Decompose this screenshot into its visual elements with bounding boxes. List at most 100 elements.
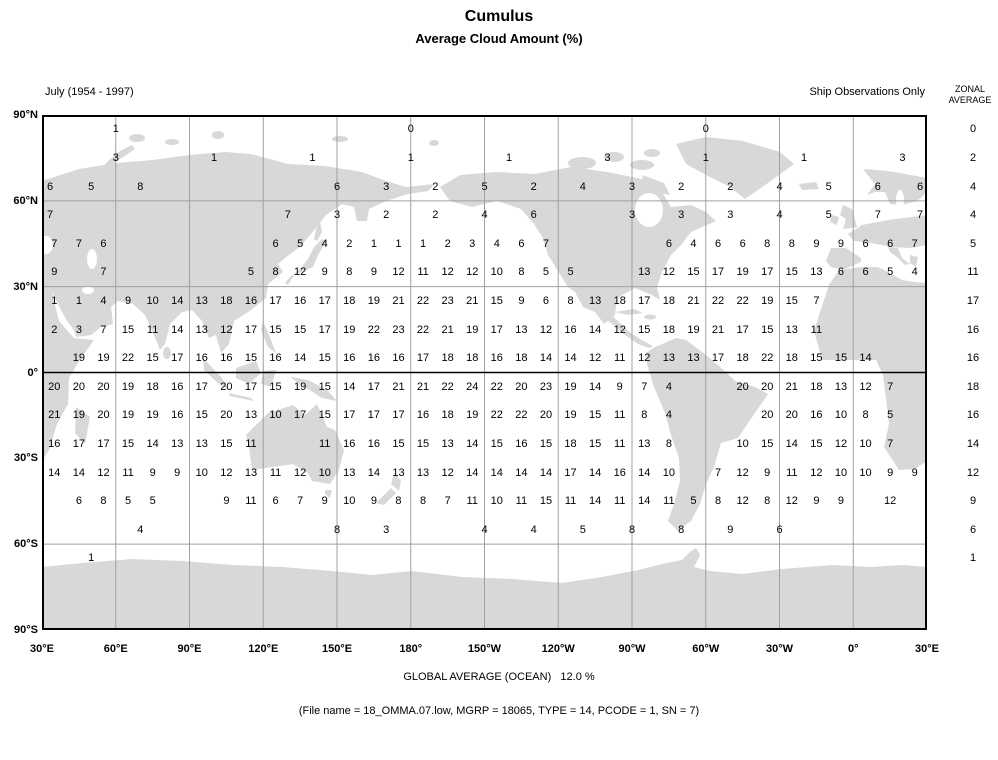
period-label: July (1954 - 1997) (45, 86, 134, 98)
grid-value: 7 (75, 237, 82, 250)
grid-value: 21 (711, 323, 725, 336)
grid-value: 14 (466, 466, 479, 479)
grid-value: 10 (859, 438, 872, 451)
grid-value: 3 (469, 237, 476, 250)
grid-value: 8 (567, 294, 574, 307)
grid-value: 13 (171, 438, 184, 451)
grid-value: 3 (383, 523, 390, 536)
grid-value: 12 (785, 495, 798, 508)
grid-value: 1 (51, 294, 58, 307)
grid-value: 13 (441, 438, 454, 451)
grid-value: 19 (466, 323, 479, 336)
grid-value: 7 (542, 237, 550, 250)
grid-value: 9 (837, 495, 845, 508)
grid-value: 10 (318, 466, 331, 479)
grid-value: 19 (367, 294, 380, 307)
grid-value: 15 (121, 323, 135, 336)
grid-value: 18 (441, 352, 454, 365)
grid-value: 12 (392, 266, 405, 279)
x-axis-tick-label: 120°E (248, 643, 279, 655)
zonal-average-value: 1 (969, 552, 977, 565)
grid-value: 10 (490, 266, 503, 279)
y-axis-tick-label: 90°N (13, 109, 38, 121)
grid-value: 6 (530, 209, 537, 222)
grid-value: 7 (887, 438, 894, 451)
zonal-average-value: 14 (966, 438, 980, 451)
grid-value: 8 (137, 180, 144, 193)
grid-value: 14 (638, 495, 651, 508)
grid-value: 9 (764, 466, 771, 479)
grid-value: 8 (862, 409, 869, 422)
grid-value: 12 (736, 495, 749, 508)
grid-value: 5 (124, 495, 132, 508)
grid-value: 10 (343, 495, 356, 508)
grid-value: 13 (589, 294, 602, 307)
grid-value: 1 (88, 552, 95, 565)
grid-value: 1 (395, 237, 402, 250)
grid-value: 7 (51, 237, 58, 250)
grid-value: 15 (638, 323, 651, 336)
grid-value: 20 (220, 409, 233, 422)
x-axis-tick-label: 90°E (177, 643, 202, 655)
grid-value: 12 (834, 438, 848, 451)
grid-value: 10 (859, 466, 872, 479)
grid-value: 12 (220, 466, 233, 479)
grid-value: 3 (75, 323, 82, 336)
y-axis-tick-label: 0° (27, 366, 38, 379)
grid-value: 5 (579, 523, 586, 536)
grid-value: 21 (392, 380, 405, 393)
grid-value: 8 (333, 523, 341, 536)
grid-value: 9 (911, 466, 918, 479)
grid-value: 19 (121, 409, 135, 422)
grid-value: 17 (638, 294, 651, 307)
grid-value: 16 (613, 466, 626, 479)
grid-value: 13 (195, 323, 208, 336)
grid-value: 3 (383, 180, 390, 193)
grid-value: 22 (367, 323, 380, 336)
grid-value: 5 (690, 495, 697, 508)
grid-value: 11 (786, 466, 798, 479)
grid-value: 5 (88, 180, 95, 193)
grid-value: 8 (788, 237, 795, 250)
grid-value: 19 (466, 409, 479, 422)
grid-value: 15 (416, 438, 430, 451)
grid-value: 15 (269, 380, 282, 393)
zonal-average-value: 5 (969, 237, 977, 250)
grid-value: 15 (121, 438, 135, 451)
grid-value: 17 (318, 323, 331, 336)
grid-value: 20 (72, 380, 85, 393)
grid-value: 15 (318, 352, 331, 365)
x-axis-tick-label: 180° (399, 643, 423, 655)
grid-value: 4 (481, 209, 488, 222)
y-axis-tick-label: 90°S (14, 624, 38, 636)
grid-value: 15 (195, 409, 208, 422)
y-axis-tick-label: 60°N (13, 194, 38, 207)
grid-value: 16 (515, 438, 528, 451)
grid-value: 13 (638, 266, 651, 279)
grid-value: 13 (785, 323, 798, 336)
grid-value: 4 (100, 294, 107, 307)
grid-value: 13 (638, 438, 651, 451)
grid-value: 9 (813, 237, 820, 250)
grid-value: 20 (97, 380, 110, 393)
grid-value: 6 (75, 495, 82, 508)
grid-value: 5 (297, 237, 304, 250)
grid-value: 7 (100, 266, 107, 279)
grid-value: 13 (416, 466, 430, 479)
grid-value: 2 (383, 209, 390, 222)
grid-value: 3 (899, 151, 906, 164)
grid-value: 16 (343, 352, 356, 365)
grid-value: 9 (837, 237, 845, 250)
grid-value: 19 (761, 294, 774, 307)
grid-value: 4 (776, 180, 783, 193)
grid-value: 15 (785, 266, 798, 279)
grid-value: 7 (46, 209, 54, 222)
grid-value: 15 (834, 352, 848, 365)
grid-value: 13 (515, 323, 528, 336)
grid-value: 3 (727, 209, 734, 222)
grid-value: 5 (149, 495, 156, 508)
grid-value: 18 (220, 294, 233, 307)
grid-value: 12 (736, 466, 749, 479)
grid-value: 16 (367, 438, 380, 451)
grid-value: 22 (416, 323, 430, 336)
